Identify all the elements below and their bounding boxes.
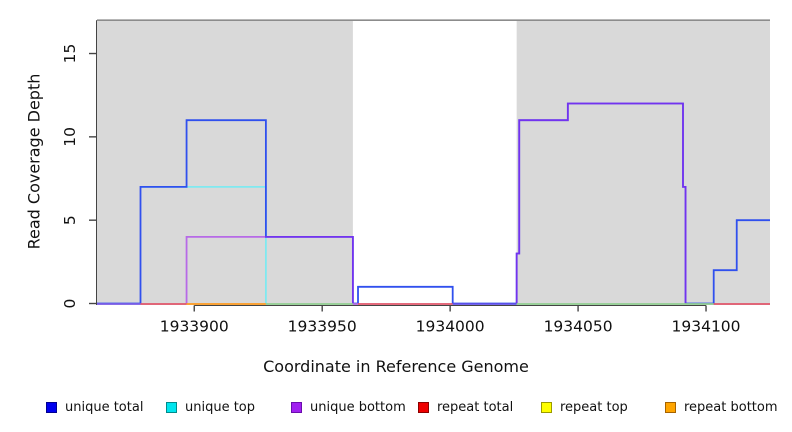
legend-swatch-repeat-top bbox=[541, 401, 552, 413]
legend-swatch-unique-total bbox=[46, 401, 57, 413]
legend: unique total unique top unique bottom repea… bbox=[0, 398, 792, 422]
x-tick-label: 1933900 bbox=[160, 318, 229, 336]
x-tick-label: 1934000 bbox=[416, 318, 485, 336]
legend-label: repeat total bbox=[437, 399, 514, 415]
y-tick-label: 5 bbox=[61, 215, 79, 225]
x-tick-label: 1934050 bbox=[544, 318, 613, 336]
legend-item-unique-bottom: unique bottom bbox=[291, 398, 406, 416]
y-tick-label: 10 bbox=[61, 127, 79, 147]
legend-item-repeat-bottom: repeat bottom bbox=[665, 398, 778, 416]
legend-item-unique-total: unique total bbox=[46, 398, 143, 416]
legend-label: unique top bbox=[185, 399, 256, 415]
x-axis-title: Coordinate in Reference Genome bbox=[263, 357, 529, 376]
legend-label: repeat bottom bbox=[684, 399, 778, 415]
y-axis-title: Read Coverage Depth bbox=[24, 73, 44, 250]
legend-label: unique bottom bbox=[310, 399, 406, 415]
legend-swatch-repeat-bottom bbox=[665, 401, 676, 413]
legend-item-repeat-top: repeat top bbox=[541, 398, 628, 416]
x-tick-label: 1934100 bbox=[672, 318, 741, 336]
y-tick-label: 0 bbox=[61, 299, 79, 309]
legend-label: repeat top bbox=[560, 399, 628, 415]
shaded-region bbox=[516, 20, 770, 305]
legend-item-unique-top: unique top bbox=[166, 398, 255, 416]
legend-swatch-unique-top bbox=[166, 401, 177, 413]
series-unique-bottom-left- bbox=[185, 235, 354, 304]
legend-swatch-unique-bottom bbox=[291, 401, 302, 413]
y-tick-label: 15 bbox=[61, 44, 79, 64]
legend-swatch-repeat-total bbox=[418, 401, 429, 413]
series-unique-bottom-right- bbox=[515, 102, 687, 304]
x-tick-label: 1933950 bbox=[288, 318, 357, 336]
shaded-region bbox=[97, 20, 353, 305]
legend-label: unique total bbox=[65, 399, 144, 415]
legend-item-repeat-total: repeat total bbox=[418, 398, 513, 416]
